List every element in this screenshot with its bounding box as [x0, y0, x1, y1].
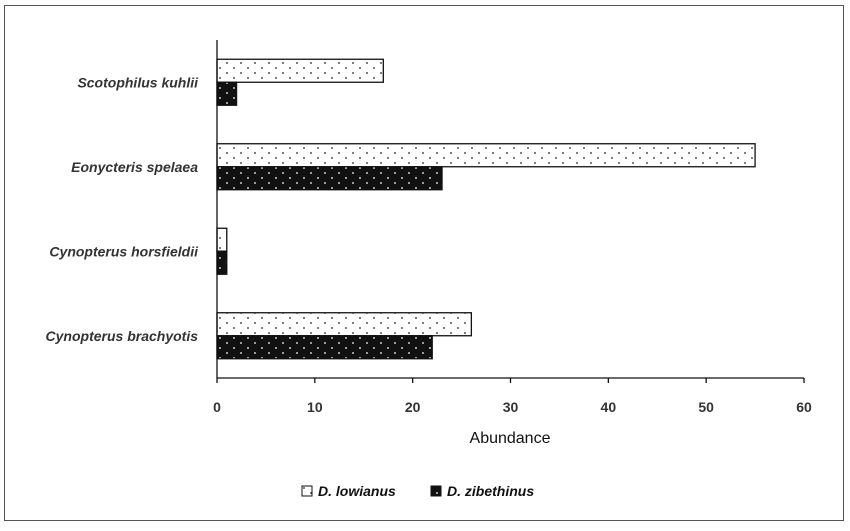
category-label: Eonycteris spelaea [71, 159, 198, 175]
legend-swatch-zibethinus [430, 485, 442, 497]
category-label: Cynopterus brachyotis [46, 328, 199, 344]
bar-lowianus-3 [216, 227, 228, 252]
bar-lowianus-1 [216, 58, 384, 83]
bar-lowianus-4 [216, 312, 473, 337]
bar-zibethinus-1 [216, 81, 238, 106]
legend-label-lowianus: D. lowianus [318, 483, 396, 499]
bar-zibethinus-2 [216, 166, 443, 191]
x-tick-label: 50 [698, 399, 714, 415]
category-label: Cynopterus horsfieldii [49, 243, 199, 259]
bar-lowianus-2 [216, 143, 756, 168]
bar-zibethinus-3 [216, 250, 228, 275]
x-tick-label: 60 [796, 399, 812, 415]
x-tick-label: 0 [213, 399, 221, 415]
x-tick-label: 30 [503, 399, 519, 415]
legend-label-zibethinus: D. zibethinus [447, 483, 534, 499]
x-axis-title: Abundance [470, 430, 551, 447]
legend-swatch-lowianus [301, 485, 313, 497]
x-tick-label: 40 [601, 399, 617, 415]
x-tick-label: 20 [405, 399, 421, 415]
x-tick-label: 10 [307, 399, 323, 415]
chart-frame [4, 5, 844, 521]
bar-zibethinus-4 [216, 335, 433, 360]
category-label: Scotophilus kuhlii [77, 74, 199, 90]
